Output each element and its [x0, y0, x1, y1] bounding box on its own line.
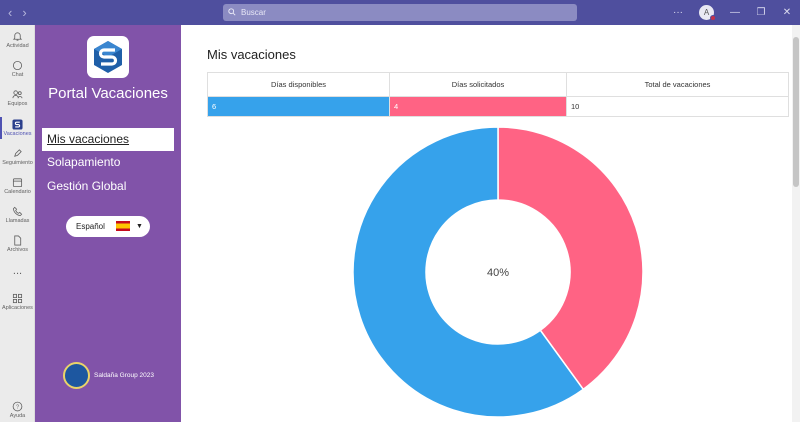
rail-item-vacaciones[interactable]: Vacaciones [0, 117, 35, 139]
app-logo [87, 36, 129, 78]
avatar[interactable]: A [699, 5, 716, 21]
vacation-doughnut-chart: 40% [353, 127, 643, 417]
value-dias-disponibles: 6 [207, 96, 390, 117]
doughnut-slice-1[interactable] [353, 127, 585, 417]
file-icon [14, 235, 22, 246]
app-title: Portal Vacaciones [48, 85, 168, 102]
help-icon: ? [12, 401, 23, 412]
calendar-icon [12, 178, 23, 188]
doughnut-center-label: 40% [487, 267, 509, 279]
rail-item-calendar[interactable]: Calendario [0, 177, 35, 195]
menu-item-solapamiento[interactable]: Solapamiento [47, 155, 121, 169]
teams-icon [12, 90, 23, 99]
history-nav: ‹ › [8, 5, 37, 20]
main-content: Mis vacaciones Días disponibles Días sol… [181, 25, 792, 422]
search-input[interactable]: Buscar [223, 4, 577, 21]
phone-icon [12, 206, 23, 217]
value-total-vacaciones: 10 [566, 96, 789, 117]
search-placeholder: Buscar [241, 8, 266, 17]
search-icon [228, 8, 236, 16]
app-logo-icon [94, 41, 122, 73]
rail-item-teams[interactable]: Equipos [0, 89, 35, 107]
doughnut-slice-0[interactable] [497, 127, 643, 391]
scrollbar-thumb[interactable] [793, 37, 799, 187]
apps-icon [12, 293, 23, 304]
pen-icon [14, 149, 22, 157]
menu-item-mis-vacaciones[interactable]: Mis vacaciones [42, 128, 174, 151]
close-icon[interactable]: ✕ [782, 7, 792, 18]
company-seal-logo [63, 362, 90, 389]
rail-item-files[interactable]: Archivos [0, 235, 35, 253]
rail-item-apps[interactable]: Aplicaciones [0, 293, 35, 311]
app-rail: Actividad Chat Equipos Vacaciones Seguim… [0, 25, 35, 422]
more-options-icon[interactable]: ··· [673, 7, 683, 18]
minimize-icon[interactable]: — [730, 7, 740, 18]
page-title: Mis vacaciones [207, 47, 296, 62]
caret-down-icon: ▼ [136, 223, 143, 230]
svg-text:?: ? [16, 405, 19, 411]
scrollbar[interactable] [792, 25, 800, 422]
forward-arrow-icon[interactable]: › [22, 5, 27, 20]
value-dias-solicitados: 4 [389, 96, 567, 117]
spain-flag-icon [116, 221, 130, 231]
restore-icon[interactable]: ❐ [756, 7, 766, 18]
footer-copyright: Saldaña Group 2023 [94, 372, 154, 379]
header-dias-solicitados: Días solicitados [389, 72, 567, 97]
rail-item-calls[interactable]: Llamadas [0, 206, 35, 224]
app-logo-icon [12, 119, 23, 130]
menu-item-gestion-global[interactable]: Gestión Global [47, 179, 127, 193]
presence-dot [710, 15, 716, 21]
language-label: Español [76, 222, 105, 231]
header-dias-disponibles: Días disponibles [207, 72, 390, 97]
rail-item-help[interactable]: ? Ayuda [0, 401, 35, 419]
app-sidebar: Portal Vacaciones Mis vacaciones Solapam… [35, 25, 181, 422]
back-arrow-icon[interactable]: ‹ [8, 5, 13, 20]
title-bar: ‹ › Buscar ··· A — ❐ ✕ [0, 0, 800, 25]
bell-icon [12, 32, 23, 41]
rail-item-activity[interactable]: Actividad [0, 31, 35, 49]
rail-item-seguimiento[interactable]: Seguimiento [0, 148, 35, 166]
chat-icon [12, 60, 23, 71]
language-selector[interactable]: Español ▼ [66, 216, 150, 237]
header-total-vacaciones: Total de vacaciones [566, 72, 789, 97]
more-apps-icon[interactable]: ... [12, 265, 23, 277]
rail-item-chat[interactable]: Chat [0, 60, 35, 78]
vacation-summary-table: Días disponibles Días solicitados Total … [207, 72, 789, 117]
